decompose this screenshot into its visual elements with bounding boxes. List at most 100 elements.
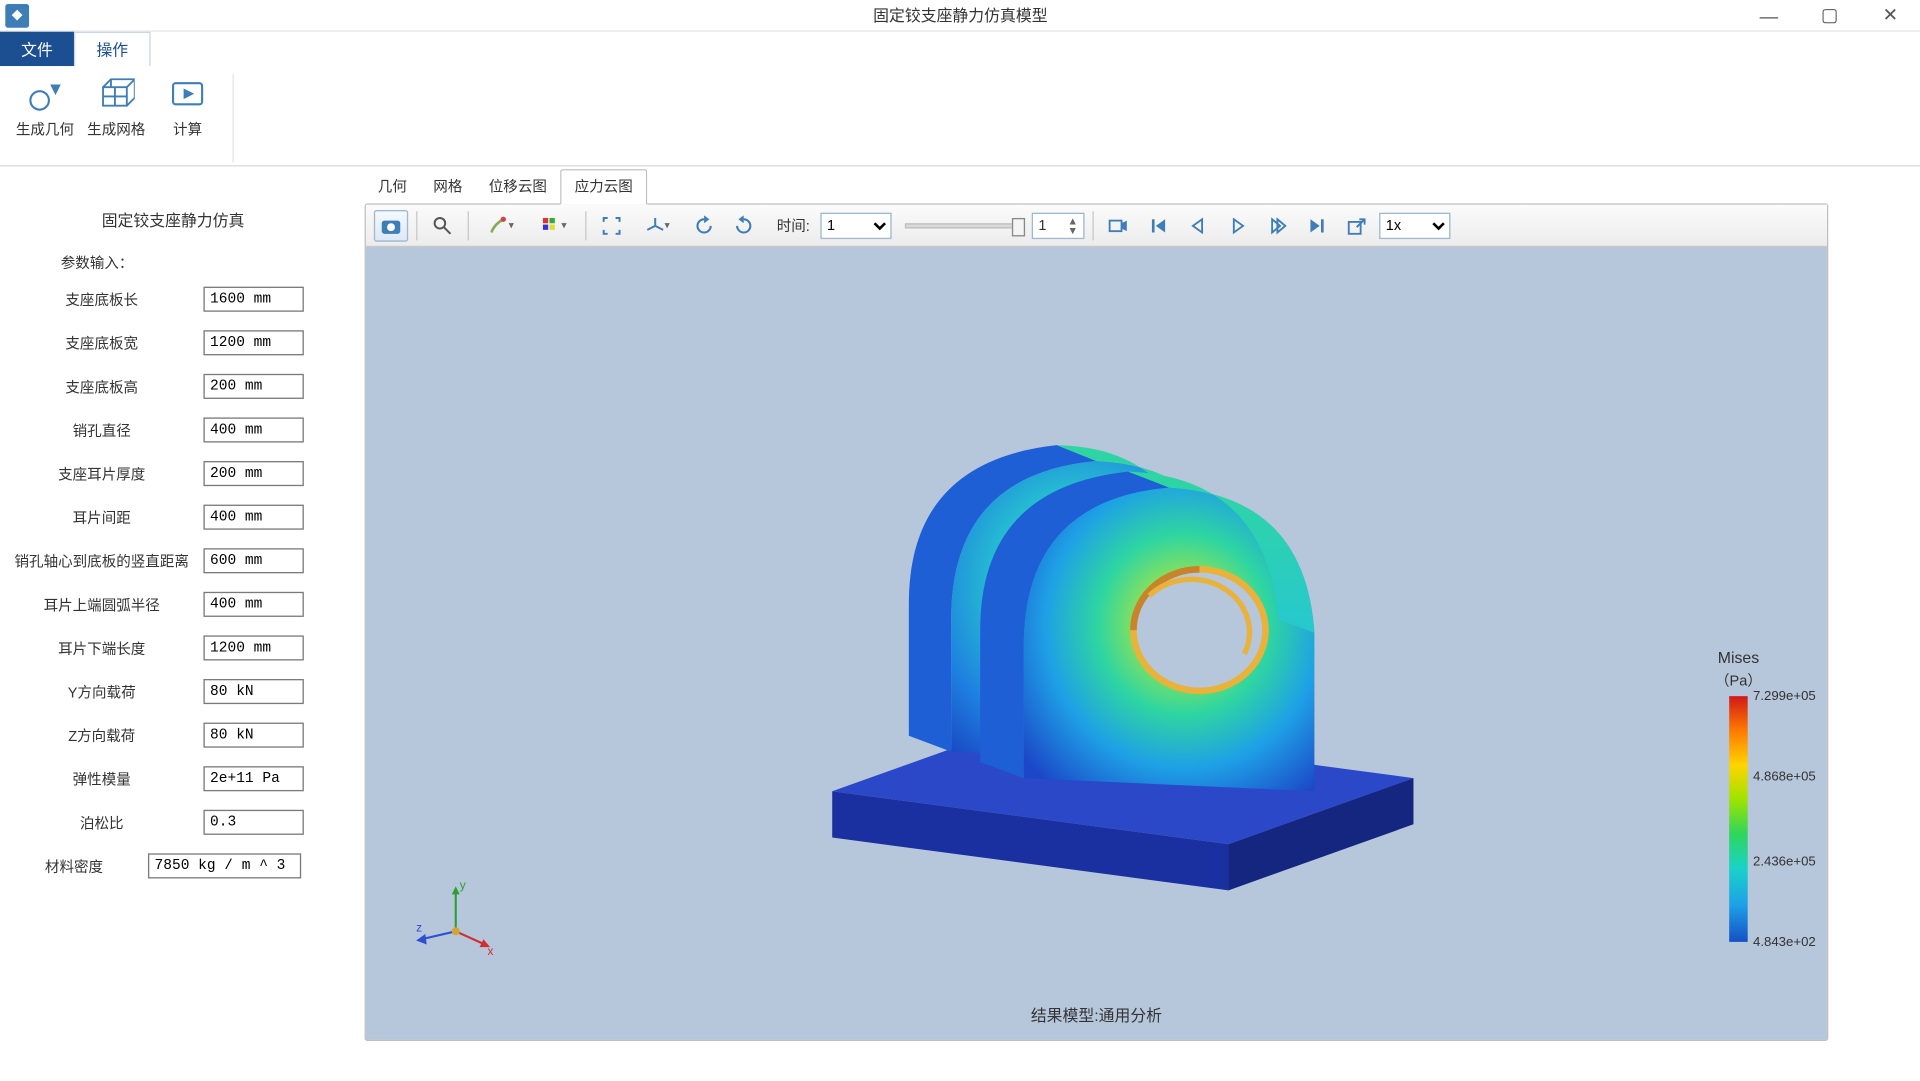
param-row-6: 销孔轴心到底板的竖直距离 — [5, 548, 341, 573]
param-row-9: Y方向载荷 — [5, 679, 341, 704]
param-input-density[interactable] — [148, 853, 301, 878]
param-label-0: 支座底板长 — [5, 289, 203, 310]
app-logo-icon: ◆ — [5, 3, 29, 27]
legend-tick: 7.299e+05 — [1753, 690, 1827, 705]
prev-icon[interactable] — [1181, 209, 1215, 241]
title-bar: ◆ 固定铰支座静力仿真模型 — ▢ ✕ — [0, 0, 1920, 32]
ribbon-gen-mesh[interactable]: 生成网格 — [85, 74, 148, 163]
param-input-3[interactable] — [203, 417, 303, 442]
param-label-7: 耳片上端圆弧半径 — [5, 594, 203, 615]
param-input-7[interactable] — [203, 592, 303, 617]
legend-tick: 4.843e+02 — [1753, 935, 1827, 950]
param-label-2: 支座底板高 — [5, 376, 203, 397]
menu-tabs: 文件 操作 — [0, 32, 1920, 66]
tab-stress[interactable]: 应力云图 — [560, 169, 647, 205]
maximize-button[interactable]: ▢ — [1799, 0, 1860, 31]
axes-icon[interactable]: ▾ — [634, 209, 682, 241]
param-input-5[interactable] — [203, 505, 303, 530]
view-tabs: 几何 网格 位移云图 应力云图 — [365, 166, 1829, 203]
camera-icon[interactable] — [374, 209, 408, 241]
param-row-3: 销孔直径 — [5, 417, 341, 442]
geometry-icon — [26, 77, 63, 114]
menu-file[interactable]: 文件 — [0, 32, 74, 66]
tab-geometry[interactable]: 几何 — [365, 170, 420, 203]
frame-input[interactable]: 1▲▼ — [1032, 212, 1085, 238]
param-row-4: 支座耳片厚度 — [5, 461, 341, 486]
color-legend: Mises （Pa） 7.299e+054.868e+052.436e+054.… — [1679, 649, 1798, 942]
play-icon[interactable] — [1221, 209, 1255, 241]
menu-operate[interactable]: 操作 — [74, 32, 151, 66]
last-icon[interactable] — [1300, 209, 1334, 241]
param-label-12: 泊松比 — [5, 812, 203, 833]
param-label-4: 支座耳片厚度 — [5, 463, 203, 484]
param-input-1[interactable] — [203, 330, 303, 355]
export-icon[interactable] — [1340, 209, 1374, 241]
rotate-ccw-icon[interactable] — [727, 209, 761, 241]
rotate-cw-icon[interactable] — [687, 209, 721, 241]
model-render — [753, 369, 1440, 897]
viewport: ▾ ▾ ▾ 时间: 1 1▲▼ 1x — [365, 203, 1829, 1041]
window-title: 固定铰支座静力仿真模型 — [873, 4, 1047, 26]
ribbon-gen-geom[interactable]: 生成几何 — [13, 74, 76, 163]
param-label-8: 耳片下端长度 — [5, 637, 203, 658]
legend-tick: 4.868e+05 — [1753, 771, 1827, 786]
param-row-8: 耳片下端长度 — [5, 635, 341, 660]
panel-title: 固定铰支座静力仿真 — [5, 209, 341, 231]
param-label-11: 弹性模量 — [5, 768, 203, 789]
compute-icon — [169, 77, 206, 114]
svg-text:y: y — [460, 878, 466, 892]
zoom-icon[interactable] — [425, 209, 459, 241]
param-row-5: 耳片间距 — [5, 505, 341, 530]
param-label-6: 销孔轴心到底板的竖直距离 — [5, 550, 203, 571]
brush-icon[interactable]: ▾ — [477, 209, 525, 241]
axis-triad: y x z — [406, 876, 498, 955]
param-row-11: 弹性模量 — [5, 766, 341, 791]
param-row-2: 支座底板高 — [5, 374, 341, 399]
close-button[interactable]: ✕ — [1860, 0, 1920, 31]
tab-displacement[interactable]: 位移云图 — [476, 170, 561, 203]
ribbon: 生成几何 生成网格 计算 — [0, 66, 1920, 166]
speed-select[interactable]: 1x — [1379, 212, 1450, 238]
param-row-density: 材料密度 — [5, 853, 341, 878]
param-label-5: 耳片间距 — [5, 507, 203, 528]
param-label-1: 支座底板宽 — [5, 332, 203, 353]
ribbon-compute[interactable]: 计算 — [156, 74, 219, 163]
record-icon[interactable] — [1102, 209, 1136, 241]
cube-palette-icon[interactable]: ▾ — [530, 209, 578, 241]
param-input-2[interactable] — [203, 374, 303, 399]
param-input-10[interactable] — [203, 723, 303, 748]
param-row-10: Z方向载荷 — [5, 723, 341, 748]
param-label-density: 材料密度 — [5, 855, 148, 876]
next-icon[interactable] — [1260, 209, 1294, 241]
panel-section: 参数输入： — [61, 252, 341, 273]
param-label-9: Y方向载荷 — [5, 681, 203, 702]
param-row-7: 耳片上端圆弧半径 — [5, 592, 341, 617]
result-canvas[interactable]: y x z Mises （Pa） 7.299e+054.868e+052.436… — [366, 247, 1827, 1040]
param-row-1: 支座底板宽 — [5, 330, 341, 355]
param-input-8[interactable] — [203, 635, 303, 660]
param-label-3: 销孔直径 — [5, 419, 203, 440]
param-input-12[interactable] — [203, 810, 303, 835]
legend-tick: 2.436e+05 — [1753, 854, 1827, 869]
param-input-9[interactable] — [203, 679, 303, 704]
minimize-button[interactable]: — — [1738, 0, 1799, 31]
param-row-0: 支座底板长 — [5, 287, 341, 312]
svg-text:z: z — [416, 920, 422, 934]
param-row-12: 泊松比 — [5, 810, 341, 835]
time-select[interactable]: 1 — [820, 212, 891, 238]
param-input-4[interactable] — [203, 461, 303, 486]
time-label: 时间: — [777, 215, 810, 236]
viewport-toolbar: ▾ ▾ ▾ 时间: 1 1▲▼ 1x — [366, 205, 1827, 247]
mesh-icon — [98, 77, 135, 114]
svg-text:x: x — [487, 944, 493, 958]
param-input-0[interactable] — [203, 287, 303, 312]
param-input-11[interactable] — [203, 766, 303, 791]
result-footer: 结果模型:通用分析 — [1031, 1004, 1162, 1026]
fit-icon[interactable] — [594, 209, 628, 241]
tab-mesh[interactable]: 网格 — [420, 170, 475, 203]
time-slider[interactable] — [905, 223, 1019, 228]
first-icon[interactable] — [1141, 209, 1175, 241]
parameter-panel: 固定铰支座静力仿真 参数输入： 支座底板长支座底板宽支座底板高销孔直径支座耳片厚… — [0, 166, 351, 1080]
param-input-6[interactable] — [203, 548, 303, 573]
param-label-10: Z方向载荷 — [5, 725, 203, 746]
